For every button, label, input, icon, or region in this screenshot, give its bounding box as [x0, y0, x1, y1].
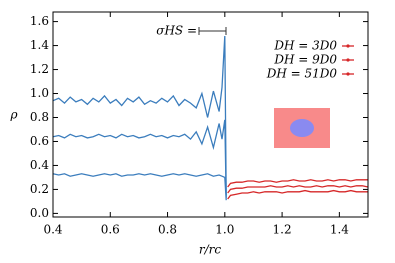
legend-marker: [346, 72, 350, 76]
series-line: [52, 173, 227, 201]
series-line: [52, 35, 227, 196]
series-line: [52, 119, 227, 198]
legend-label: DH = 51D0: [266, 67, 338, 81]
x-tick-label: 0.4: [43, 223, 62, 237]
series-line: [227, 179, 368, 188]
y-tick-label: 1.0: [30, 86, 49, 100]
x-axis-label: r/rc: [199, 243, 222, 257]
legend-label: DH = 9D0: [273, 53, 337, 67]
x-tick-label: 1.4: [330, 223, 349, 237]
legend-label: DH = 3D0: [273, 39, 337, 53]
annotation: σHS =: [156, 24, 197, 38]
series-line: [227, 189, 368, 200]
x-tick-label: 1.2: [273, 223, 292, 237]
legend-marker: [346, 44, 350, 48]
y-tick-label: 0.4: [30, 158, 49, 172]
y-tick-label: 1.4: [30, 38, 49, 52]
y-tick-label: 0.2: [30, 182, 49, 196]
legend-marker: [346, 58, 350, 62]
y-tick-label: 0.0: [30, 206, 49, 220]
x-tick-label: 1.0: [215, 223, 234, 237]
y-tick-label: 0.8: [30, 110, 49, 124]
series-line: [227, 185, 369, 194]
y-axis-label: ρ: [9, 108, 17, 122]
y-tick-label: 0.6: [30, 134, 49, 148]
x-tick-label: 0.6: [101, 223, 120, 237]
y-tick-label: 1.6: [30, 14, 49, 28]
plot-frame: [52, 11, 369, 218]
x-tick-label: 0.8: [158, 223, 177, 237]
inset-disk: [290, 119, 314, 137]
y-tick-label: 1.2: [30, 62, 49, 76]
scale-bar: [198, 27, 227, 35]
